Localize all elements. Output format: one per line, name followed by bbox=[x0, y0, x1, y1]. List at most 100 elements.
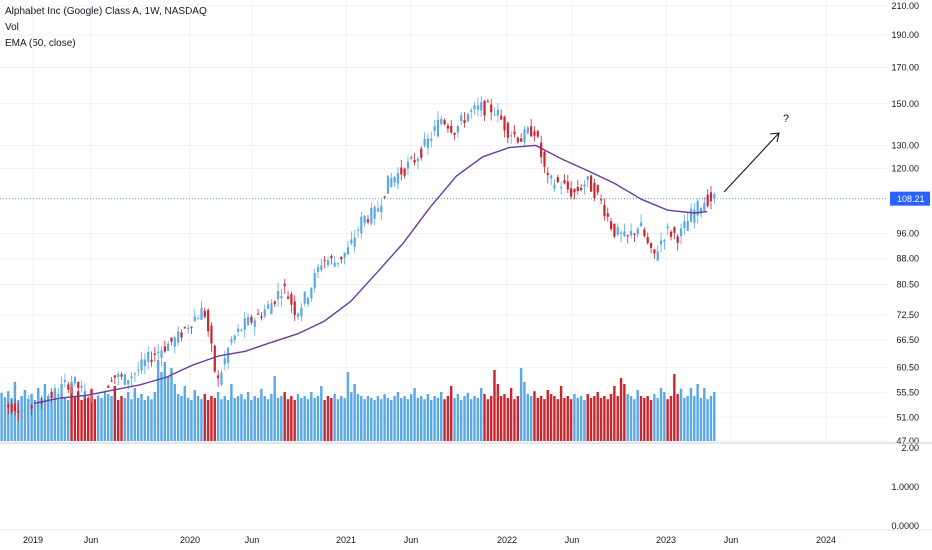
candle-body bbox=[656, 251, 659, 261]
volume-bar bbox=[296, 394, 300, 441]
volume-bar bbox=[240, 394, 243, 441]
candle-body bbox=[460, 115, 463, 122]
forecast-arrowhead bbox=[769, 132, 780, 143]
volume-bar bbox=[573, 394, 576, 441]
candle-body bbox=[576, 186, 579, 192]
candle-body bbox=[659, 240, 663, 245]
candle-body bbox=[556, 177, 559, 183]
candle-body bbox=[260, 316, 263, 318]
candle-body bbox=[323, 260, 326, 262]
volume-bar bbox=[123, 398, 127, 441]
volume-bar bbox=[659, 388, 663, 441]
candle-body bbox=[686, 220, 689, 231]
candle-body bbox=[80, 385, 83, 388]
price-tick-label: 120.00 bbox=[891, 164, 919, 174]
candle-body bbox=[570, 188, 573, 197]
candle-body bbox=[296, 313, 300, 317]
candle-body bbox=[370, 207, 373, 224]
candle-body bbox=[490, 104, 493, 113]
candle-body bbox=[160, 350, 163, 358]
volume-bar bbox=[469, 399, 473, 441]
candle-body bbox=[376, 208, 380, 212]
volume-bar bbox=[689, 388, 693, 441]
volume-bar bbox=[50, 400, 53, 441]
volume-bar bbox=[67, 400, 70, 441]
candle-body bbox=[653, 249, 656, 254]
candle-body bbox=[313, 272, 316, 289]
candle-body bbox=[183, 327, 186, 329]
volume-bar bbox=[673, 374, 676, 441]
candle-body bbox=[619, 232, 623, 234]
volume-bar bbox=[170, 368, 173, 441]
candle-body bbox=[520, 138, 523, 142]
candle-body bbox=[130, 376, 133, 379]
ema-line bbox=[33, 144, 708, 405]
candle-body bbox=[676, 236, 679, 243]
candle-body bbox=[456, 125, 460, 133]
volume-bar bbox=[126, 392, 130, 441]
candle-body bbox=[7, 404, 10, 408]
candle-body bbox=[506, 122, 509, 138]
volume-bar bbox=[400, 398, 403, 441]
time-tick-label: 2021 bbox=[336, 535, 356, 545]
volume-bar bbox=[270, 394, 273, 441]
candle-body bbox=[403, 168, 406, 176]
volume-bar bbox=[190, 400, 193, 441]
candle-body bbox=[443, 120, 446, 125]
candle-body bbox=[530, 126, 533, 137]
volume-bar bbox=[569, 399, 573, 441]
candle-body bbox=[0, 405, 3, 407]
volume-bar bbox=[193, 390, 196, 441]
volume-bar bbox=[246, 392, 250, 441]
volume-bar bbox=[539, 396, 543, 441]
volume-bar bbox=[336, 399, 340, 441]
volume-bar bbox=[273, 376, 276, 441]
volume-bar bbox=[406, 399, 410, 441]
candle-body bbox=[450, 125, 453, 133]
volume-bar bbox=[380, 399, 383, 441]
candle-body bbox=[223, 357, 226, 365]
candle-body bbox=[353, 237, 356, 247]
candle-body bbox=[689, 209, 693, 222]
candle-body bbox=[600, 199, 603, 201]
volume-bar bbox=[583, 400, 586, 441]
candle-body bbox=[40, 402, 43, 404]
candle-body bbox=[470, 109, 473, 112]
volume-bar bbox=[390, 400, 393, 441]
volume-bar bbox=[593, 396, 596, 441]
volume-bar bbox=[293, 400, 296, 441]
volume-bar bbox=[37, 388, 40, 441]
candle-body bbox=[90, 395, 93, 397]
price-tick-label: 210.00 bbox=[891, 1, 919, 11]
volume-bar bbox=[403, 396, 406, 441]
symbol-title: Alphabet Inc (Google) Class A, 1W, NASDA… bbox=[5, 6, 207, 17]
candle-body bbox=[480, 102, 483, 111]
volume-bar bbox=[150, 399, 153, 441]
volume-bar bbox=[526, 394, 530, 441]
volume-bar bbox=[310, 392, 313, 441]
candle-body bbox=[420, 148, 423, 158]
time-tick-label: Jun bbox=[404, 535, 419, 545]
candle-body bbox=[683, 221, 686, 228]
price-tick-label: 190.00 bbox=[891, 30, 919, 40]
volume-bar bbox=[686, 396, 689, 441]
candle-body bbox=[110, 380, 113, 382]
volume-bar bbox=[236, 396, 240, 441]
volume-bar bbox=[393, 396, 396, 441]
candle-body bbox=[240, 329, 243, 331]
candle-body bbox=[230, 339, 233, 343]
volume-bar bbox=[180, 396, 183, 441]
candle-body bbox=[147, 351, 150, 362]
volume-bar bbox=[536, 398, 539, 441]
candle-body bbox=[270, 303, 273, 315]
candle-body bbox=[23, 405, 27, 408]
candle-body bbox=[386, 175, 390, 194]
volume-bar bbox=[20, 396, 23, 441]
volume-bar bbox=[27, 399, 30, 441]
candle-body bbox=[699, 207, 703, 214]
candle-body bbox=[473, 105, 476, 110]
volume-bar bbox=[83, 396, 87, 441]
volume-bar bbox=[586, 394, 589, 441]
candle-body bbox=[103, 392, 107, 405]
